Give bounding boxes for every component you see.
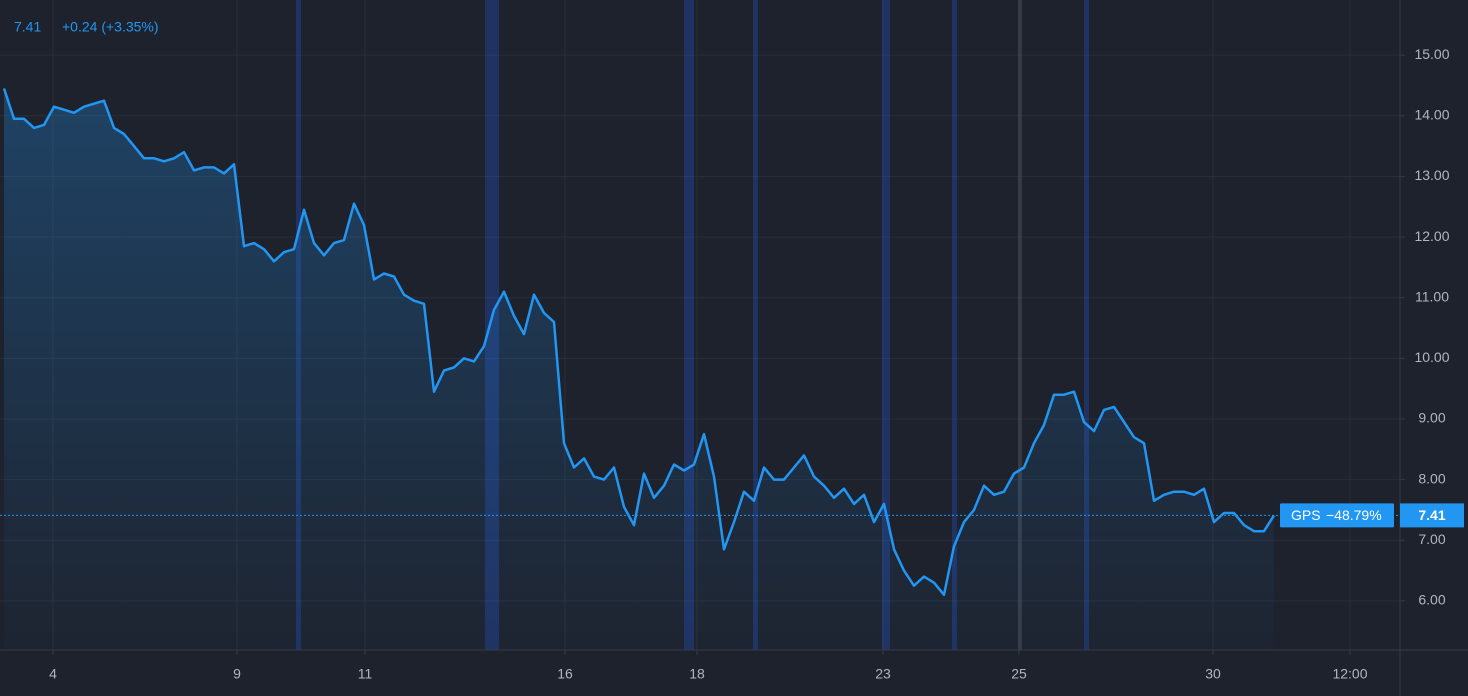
- y-tick-label: 9.00: [1418, 410, 1445, 426]
- y-tick-label: 7.00: [1418, 531, 1445, 547]
- area: [4, 88, 1274, 650]
- x-tick-label: 25: [1011, 666, 1027, 682]
- x-tick-label: 30: [1205, 666, 1221, 682]
- x-tick-label: 23: [875, 666, 891, 682]
- band: [1018, 0, 1022, 650]
- badge-name: GPS: [1291, 507, 1321, 523]
- last-price: 7.41: [14, 19, 41, 35]
- band: [1084, 0, 1089, 650]
- price-label: 7.41: [1418, 507, 1445, 523]
- price-label-bg: [1400, 503, 1464, 528]
- y-tick-label: 8.00: [1418, 470, 1445, 486]
- x-tick-label: 16: [557, 666, 573, 682]
- x-tick-label: 12:00: [1332, 666, 1367, 682]
- badge-change: −48.79%: [1326, 507, 1382, 523]
- y-tick-label: 14.00: [1414, 107, 1449, 123]
- price-line: [2, 88, 1276, 597]
- plot: [0, 88, 1400, 650]
- change: +0.24 (+3.35%): [62, 19, 159, 35]
- x-tick-label: 18: [689, 666, 705, 682]
- y-tick-label: 15.00: [1414, 46, 1449, 62]
- y-tick-label: 10.00: [1414, 349, 1449, 365]
- band: [684, 0, 694, 650]
- axes: 6.00 7.00 8.00 9.00 10.00 11.00 12.00 13.00 14.0…: [49, 46, 1464, 682]
- band: [882, 0, 890, 650]
- y-tick-label: 12.00: [1414, 228, 1449, 244]
- badge: [1280, 503, 1394, 528]
- band: [952, 0, 957, 650]
- x-tick-label: 11: [358, 666, 373, 682]
- y-tick-label: 11.00: [1415, 288, 1449, 304]
- band: [753, 0, 758, 650]
- y-tick-label: 13.00: [1414, 167, 1449, 183]
- x-tick-label: 9: [233, 666, 241, 682]
- x-tick-label: 4: [49, 666, 57, 682]
- y-tick-label: 6.00: [1418, 592, 1445, 608]
